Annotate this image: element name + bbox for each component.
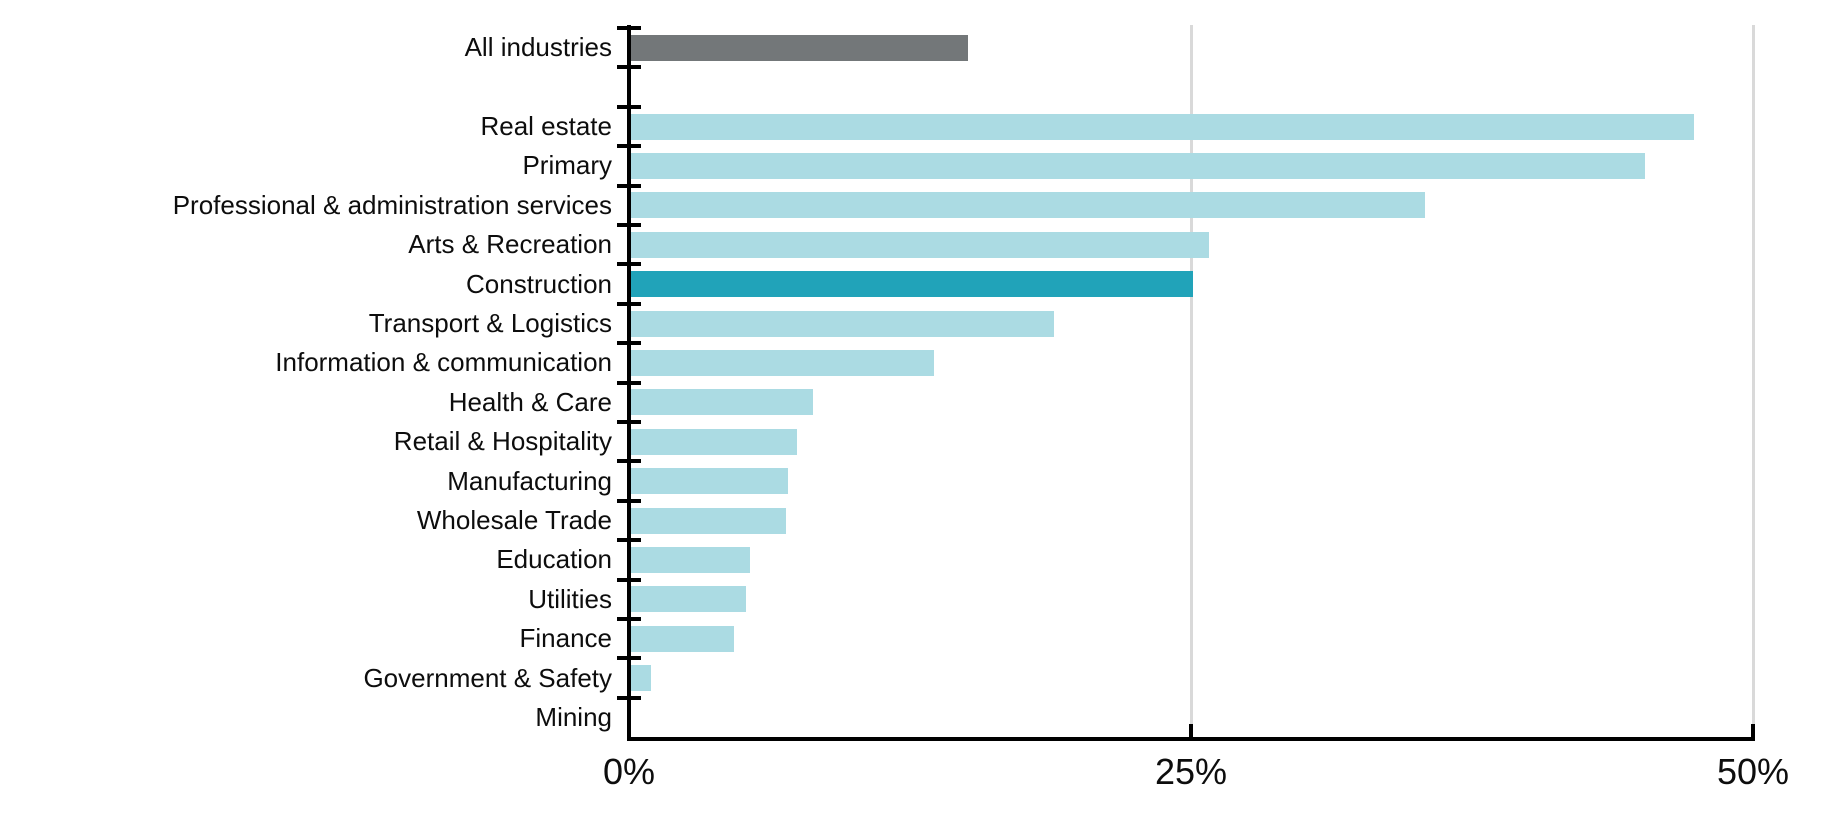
- category-label: Professional & administration services: [172, 189, 612, 220]
- x-tick-label: 50%: [1716, 751, 1790, 793]
- axis-tick: [617, 144, 641, 149]
- axis-tick: [617, 65, 641, 70]
- axis-tick: [617, 498, 641, 503]
- bar: [631, 665, 652, 692]
- axis-tick: [617, 183, 641, 188]
- bar: [631, 113, 1695, 140]
- category-label: Transport & Logistics: [368, 307, 612, 338]
- category-label: Retail & Hospitality: [393, 426, 612, 457]
- axis-tick: [617, 341, 641, 346]
- axis-tick: [617, 695, 641, 700]
- category-label: Primary: [522, 150, 612, 181]
- axis-tick: [617, 617, 641, 621]
- axis-tick: [617, 26, 641, 30]
- bar: [631, 310, 1054, 337]
- axis-tick: [617, 577, 641, 582]
- axis-tick: [1189, 724, 1193, 738]
- x-tick-label: 25%: [1154, 751, 1228, 793]
- bar: [631, 586, 746, 613]
- bar: [631, 349, 935, 376]
- axis-tick: [617, 656, 641, 661]
- axis-tick: [617, 104, 641, 109]
- category-label: Real estate: [480, 110, 612, 141]
- category-label: Mining: [535, 701, 612, 732]
- bar: [631, 34, 969, 61]
- bar: [631, 625, 735, 652]
- category-label: Information & communication: [275, 347, 612, 378]
- x-axis-line: [627, 737, 1755, 742]
- category-label: Education: [496, 544, 612, 575]
- axis-tick: [1751, 724, 1755, 738]
- bar: [631, 192, 1425, 219]
- bar: [631, 152, 1645, 179]
- axis-tick: [617, 459, 641, 464]
- axis-tick: [617, 262, 641, 267]
- gridline: [1189, 25, 1193, 738]
- bar: [631, 231, 1209, 258]
- category-label: Finance: [519, 623, 613, 654]
- bar: [631, 389, 814, 416]
- category-label: Arts & Recreation: [408, 229, 612, 260]
- bar: [631, 271, 1193, 298]
- category-label: Health & Care: [448, 386, 612, 417]
- bar: [631, 468, 789, 495]
- category-label: Government & Safety: [363, 662, 612, 693]
- axis-tick: [617, 301, 641, 306]
- axis-tick: [617, 223, 641, 227]
- x-tick-label: 0%: [602, 751, 656, 793]
- category-label: Manufacturing: [447, 465, 612, 496]
- gridline: [1751, 25, 1755, 738]
- category-label: All industries: [464, 32, 612, 63]
- axis-tick: [617, 380, 641, 385]
- category-label: Wholesale Trade: [416, 504, 612, 535]
- axis-tick: [617, 538, 641, 543]
- bar: [631, 507, 787, 534]
- category-label: Utilities: [528, 583, 612, 614]
- axis-tick: [617, 420, 641, 424]
- bar: [631, 546, 751, 573]
- category-label: Construction: [466, 268, 612, 299]
- bar: [631, 428, 798, 455]
